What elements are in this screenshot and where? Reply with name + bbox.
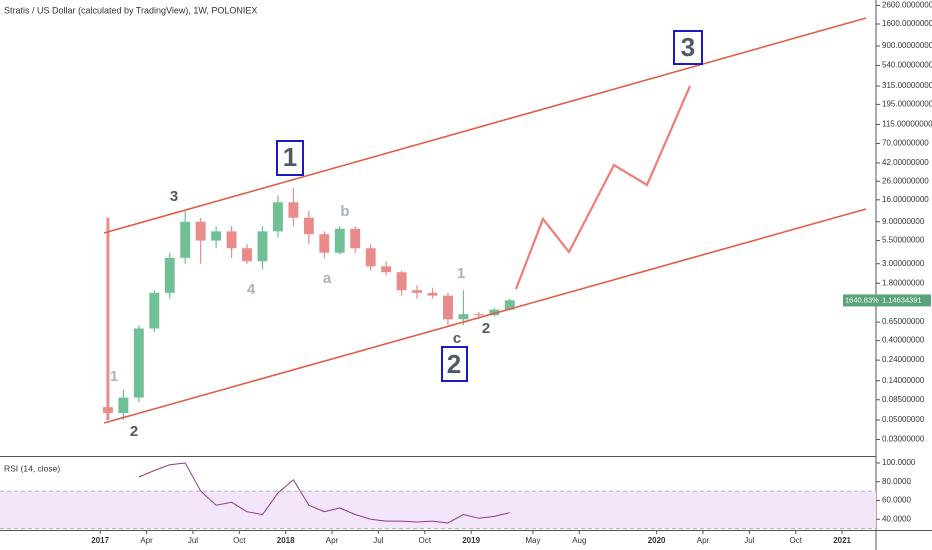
candle-body	[272, 202, 283, 232]
y-tick-label: 115.00000000	[882, 120, 932, 129]
y-tick-label: 9.00000000	[882, 217, 925, 226]
candle-body	[381, 266, 392, 273]
candle-body	[473, 314, 484, 316]
wave-label: 1	[110, 368, 118, 385]
y-tick-label: 100.0000	[882, 458, 916, 467]
x-tick-label: Jul	[373, 536, 383, 545]
annotations: 1 2 3 4 a b c 1 2 1 2 3	[110, 32, 695, 440]
candle-body	[412, 290, 422, 293]
wave-label: a	[323, 270, 332, 287]
y-tick-label: 0.08500000	[882, 395, 925, 404]
candle-body	[102, 407, 113, 414]
y-tick-label: 1600.00000000	[882, 19, 932, 28]
channel-lower	[103, 208, 867, 424]
x-tick-label: May	[525, 536, 540, 545]
projection-path	[514, 85, 692, 290]
y-tick-label: 3.00000000	[882, 259, 925, 268]
x-tick-label: 2017	[91, 536, 109, 545]
y-tick-label: 195.00000000	[882, 99, 932, 108]
rsi-band	[0, 491, 876, 529]
wave-label: b	[340, 203, 349, 220]
y-tick-label: 0.05000000	[882, 415, 925, 424]
wave-label: 2	[130, 423, 138, 440]
wave-label: 4	[247, 281, 256, 298]
wave-box-label: 2	[447, 349, 461, 379]
y-tick-label: 0.03000000	[882, 435, 925, 444]
wave-label: c	[453, 330, 461, 347]
y-tick-label: 900.00000000	[882, 41, 932, 50]
y-tick-label: 0.14000000	[882, 376, 925, 385]
x-tick-label: 2018	[277, 536, 295, 545]
x-tick-label: Oct	[233, 536, 246, 545]
x-tick-label: Oct	[789, 536, 802, 545]
candle-body	[489, 309, 500, 316]
x-tick-label: Apr	[697, 536, 710, 545]
y-tick-label: 26.00000000	[882, 176, 929, 185]
drawings	[103, 17, 867, 424]
candle-body	[211, 231, 222, 241]
x-tick-label: Jul	[744, 536, 754, 545]
candle-body	[118, 397, 129, 414]
candle-body	[365, 248, 376, 267]
y-tick-label: 315.00000000	[882, 81, 932, 90]
y-tick-label: 42.00000000	[882, 158, 929, 167]
candle-body	[504, 300, 515, 310]
y-tick-label: 2600.00000000	[882, 1, 932, 10]
candle-body	[427, 292, 438, 296]
candle-body	[180, 221, 191, 258]
y-tick-label: 16.00000000	[882, 195, 929, 204]
y-tick-label: 60.0000	[882, 496, 911, 505]
y-tick-label: 1.80000000	[882, 278, 925, 287]
candle-body	[242, 248, 252, 262]
candle-body	[350, 228, 361, 249]
candle-body	[226, 231, 237, 249]
y-tick-label: 0.24000000	[882, 355, 925, 364]
wave-label: 2	[482, 320, 490, 337]
x-tick-label: Aug	[572, 536, 586, 545]
last-price-label: 1.14634391	[882, 295, 922, 304]
x-tick-label: 2019	[462, 536, 480, 545]
y-tick-label: 70.00000000	[882, 139, 929, 148]
rsi-line	[138, 462, 510, 524]
y-tick-label: 40.0000	[882, 514, 911, 523]
y-tick-label: 80.0000	[882, 477, 911, 486]
y-tick-label: 540.00000000	[882, 61, 932, 70]
wave-box-label: 3	[681, 32, 695, 62]
last-price-box	[843, 294, 931, 307]
candle-body	[195, 221, 206, 241]
x-tick-label: Jul	[188, 536, 198, 545]
wave-box	[673, 30, 703, 65]
candle-body	[319, 234, 330, 253]
candle-body	[334, 228, 345, 253]
x-tick-label: 2021	[833, 536, 851, 545]
candle-body	[149, 292, 160, 329]
last-price-change: 1640.83%	[845, 295, 879, 304]
x-tick-label: Apr	[140, 536, 153, 545]
x-tick-label: Apr	[326, 536, 339, 545]
y-tick-label: 5.50000000	[882, 236, 925, 245]
x-tick-label: Oct	[419, 536, 432, 545]
candle-body	[257, 231, 268, 262]
candle-body	[133, 328, 144, 398]
wave-box	[276, 140, 304, 176]
y-tick-label: 0.65000000	[882, 317, 925, 326]
candle-body	[164, 257, 175, 293]
wave-label: 3	[170, 188, 178, 205]
rsi-title: RSI (14, close)	[4, 463, 60, 473]
candle-body	[458, 314, 469, 320]
x-tick-label: 2020	[648, 536, 666, 545]
y-tick-label: 0.40000000	[882, 336, 925, 345]
candle-body	[396, 272, 407, 291]
chart-title: Stratis / US Dollar (calculated by Tradi…	[4, 5, 257, 15]
channel-upper	[103, 17, 867, 234]
candle-body	[288, 202, 299, 218]
candle-body	[443, 295, 453, 320]
candle-body	[303, 217, 314, 235]
wave-label: 1	[457, 265, 465, 282]
wave-box	[441, 346, 468, 382]
wave-box-label: 1	[283, 142, 297, 172]
